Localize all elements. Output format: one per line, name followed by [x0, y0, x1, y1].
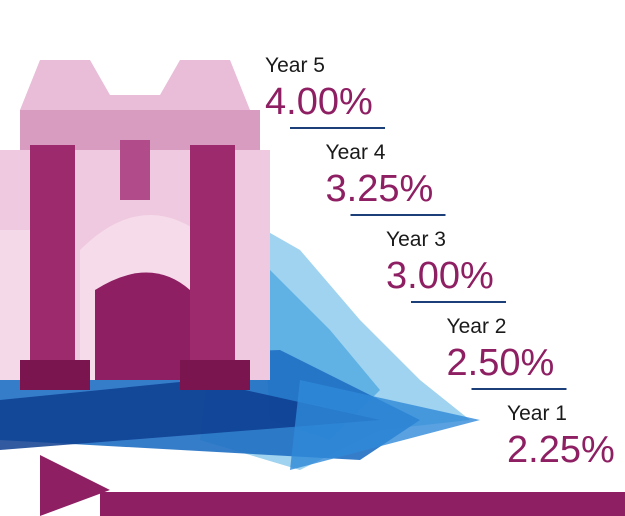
step-label: Year 3	[386, 228, 446, 251]
step-rate: 2.25%	[507, 429, 615, 471]
step-rate: 4.00%	[265, 81, 373, 123]
illustration	[0, 60, 625, 516]
step-label: Year 2	[447, 315, 507, 338]
step-label: Year 5	[265, 54, 325, 77]
step-rate: 3.00%	[386, 255, 494, 297]
rate-steps: Year 5 4.00% Year 4 3.25% Year 3 3.00% Year 2 2…	[265, 54, 615, 471]
step-label: Year 4	[326, 141, 386, 164]
step-label: Year 1	[507, 402, 567, 425]
step-rate: 2.50%	[447, 342, 555, 384]
step-rate: 3.25%	[326, 168, 434, 210]
